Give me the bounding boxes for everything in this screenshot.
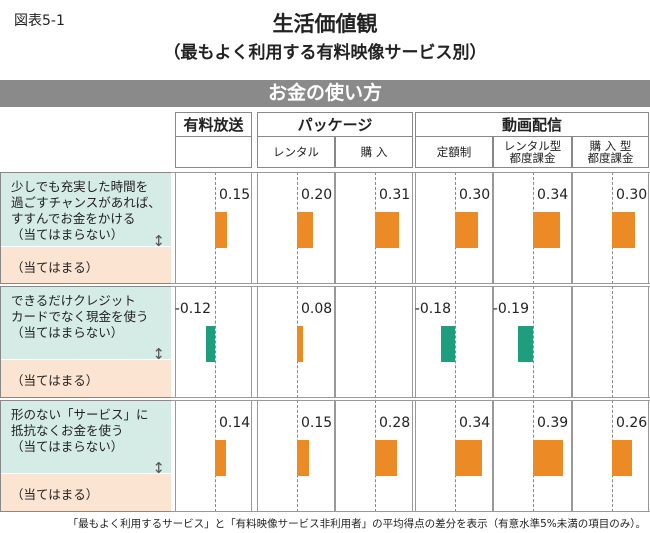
zero-line <box>375 286 376 398</box>
data-label: 0.14 <box>219 415 251 431</box>
zero-line <box>455 286 456 398</box>
row-label-bottom: （当てはまる） <box>1 474 171 511</box>
column-header: 購 入 <box>335 136 413 168</box>
chart-cell: -0.19 <box>493 286 572 398</box>
row-divider <box>171 400 650 401</box>
chart-cell <box>572 286 649 398</box>
data-label: -0.19 <box>492 301 529 317</box>
row-divider <box>171 397 650 398</box>
bar <box>297 326 304 362</box>
chart-cell: 0.28 <box>335 400 413 512</box>
bar <box>215 440 226 476</box>
row-label-top: 形のない「サービス」に 抵抗なくお金を使う （当てはまらない） <box>1 401 171 473</box>
data-label: 0.15 <box>219 187 251 203</box>
chart-cell: -0.18 <box>415 286 493 398</box>
chart-cell: 0.08 <box>257 286 335 398</box>
row-divider <box>171 283 650 284</box>
data-label: 0.30 <box>616 187 648 203</box>
zero-line <box>612 286 613 398</box>
bar <box>375 212 400 248</box>
data-label: 0.28 <box>379 415 411 431</box>
bar <box>612 440 633 476</box>
subheader-empty <box>175 136 252 168</box>
group-header-paid-broadcast: 有料放送 <box>175 112 252 137</box>
row-label: 形のない「サービス」に 抵抗なくお金を使う （当てはまらない） （当てはまる） … <box>0 400 171 512</box>
bar <box>297 212 313 248</box>
footnote: 「最もよく利用するサービス」と「有料映像サービス非利用者」の平均得点の差分を表示… <box>67 518 646 530</box>
row-label-bottom: （当てはまる） <box>1 247 171 283</box>
chart-cell: 0.30 <box>572 172 649 284</box>
section-banner: お金の使い方 <box>0 80 650 107</box>
bar <box>440 326 455 362</box>
row-divider <box>171 286 650 287</box>
chart-cell: 0.20 <box>257 172 335 284</box>
data-label: 0.31 <box>379 187 411 203</box>
chart-title: 生活価値観 <box>272 12 378 36</box>
chart-cell: -0.12 <box>175 286 252 398</box>
chart-cell: 0.14 <box>175 400 252 512</box>
group-header-streaming: 動画配信 <box>415 112 649 137</box>
chart-cell: 0.15 <box>175 172 252 284</box>
row-label-top: できるだけクレジット カードでなく現金を使う （当てはまらない） <box>1 287 171 359</box>
double-arrow-icon: ↕ <box>152 459 165 477</box>
bar <box>215 212 227 248</box>
data-label: 0.30 <box>459 187 491 203</box>
chart-cell: 0.34 <box>415 400 493 512</box>
data-label: 0.34 <box>459 415 491 431</box>
chart-cell: 0.34 <box>493 172 572 284</box>
data-label: -0.18 <box>414 301 451 317</box>
bar <box>455 212 479 248</box>
row-label-bottom: （当てはまる） <box>1 360 171 397</box>
data-label: 0.39 <box>537 415 569 431</box>
row-label: 少しでも充実した時間を 過ごすチャンスがあれば、 すすんでお金をかける （当ては… <box>0 172 171 284</box>
figure-label: 図表5-1 <box>14 13 65 29</box>
bar <box>533 440 564 476</box>
chart-cell: 0.15 <box>257 400 335 512</box>
data-label: 0.20 <box>301 187 333 203</box>
row-divider <box>171 511 650 512</box>
column-header: レンタル <box>257 136 335 168</box>
column-header: 定額制 <box>415 136 493 168</box>
zero-line <box>215 286 216 398</box>
row-divider <box>171 172 650 173</box>
data-label: 0.26 <box>616 415 648 431</box>
data-label: 0.08 <box>301 301 333 317</box>
chart-cell: 0.30 <box>415 172 493 284</box>
row-label-top: 少しでも充実した時間を 過ごすチャンスがあれば、 すすんでお金をかける （当ては… <box>1 173 171 246</box>
data-label: -0.12 <box>174 301 211 317</box>
data-label: 0.15 <box>301 415 333 431</box>
chart-subtitle: （最もよく利用する有料映像サービス別） <box>163 43 487 63</box>
double-arrow-icon: ↕ <box>152 232 165 250</box>
bar <box>518 326 533 362</box>
column-header: レンタル型 都度課金 <box>493 136 572 168</box>
bar <box>455 440 482 476</box>
bar <box>205 326 215 362</box>
column-header: 購 入 型 都度課金 <box>572 136 649 168</box>
bar <box>297 440 309 476</box>
chart-cell: 0.26 <box>572 400 649 512</box>
bar <box>375 440 397 476</box>
bar <box>533 212 560 248</box>
row-label: できるだけクレジット カードでなく現金を使う （当てはまらない） （当てはまる）… <box>0 286 171 398</box>
data-label: 0.34 <box>537 187 569 203</box>
bar <box>612 212 636 248</box>
double-arrow-icon: ↕ <box>152 345 165 363</box>
chart-cell: 0.31 <box>335 172 413 284</box>
chart-cell: 0.39 <box>493 400 572 512</box>
group-header-package: パッケージ <box>257 112 413 137</box>
chart-cell <box>335 286 413 398</box>
zero-line <box>533 286 534 398</box>
